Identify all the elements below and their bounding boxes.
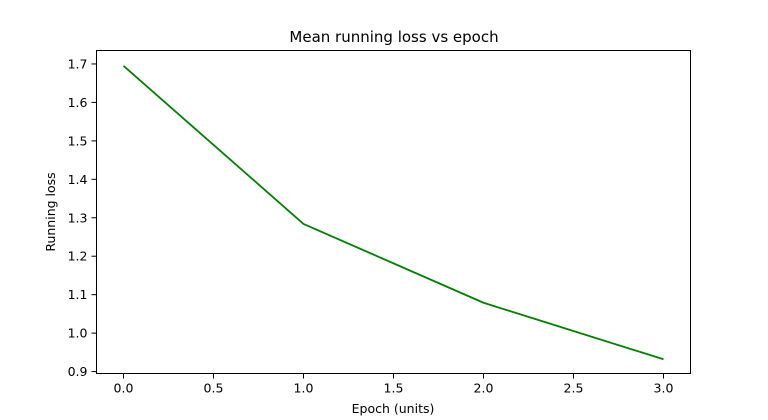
y-tick-label: 1.2	[68, 249, 88, 264]
plot-frame	[96, 50, 691, 374]
x-axis: 0.0 0.5 1.0 1.5 2.0 2.5 3.0	[114, 373, 674, 396]
x-tick-label: 1.5	[384, 381, 404, 396]
y-tick-label: 1.5	[68, 133, 88, 148]
x-tick-label: 2.0	[474, 381, 494, 396]
x-tick-label: 0.5	[204, 381, 224, 396]
y-tick-label: 1.4	[68, 172, 88, 187]
series-layer	[122, 65, 664, 361]
x-tick-label: 2.5	[564, 381, 584, 396]
x-tick-label: 3.0	[654, 381, 674, 396]
loss-series-line	[122, 65, 664, 361]
y-tick-label: 1.0	[68, 326, 88, 341]
plot-area	[96, 50, 691, 374]
y-tick-label: 0.9	[68, 364, 88, 379]
x-tick-label: 0.0	[114, 381, 134, 396]
y-tick-label: 1.1	[68, 287, 88, 302]
x-axis-label: Epoch (units)	[352, 401, 435, 416]
y-axis: 0.9 1.0 1.1 1.2 1.3 1.4 1.5 1.6 1.7	[68, 56, 97, 379]
chart-title: Mean running loss vs epoch	[289, 28, 498, 46]
y-axis-label: Running loss	[43, 172, 58, 251]
x-tick-label: 1.0	[294, 381, 314, 396]
y-tick-label: 1.6	[68, 95, 88, 110]
y-tick-label: 1.3	[68, 210, 88, 225]
y-tick-label: 1.7	[68, 56, 88, 71]
